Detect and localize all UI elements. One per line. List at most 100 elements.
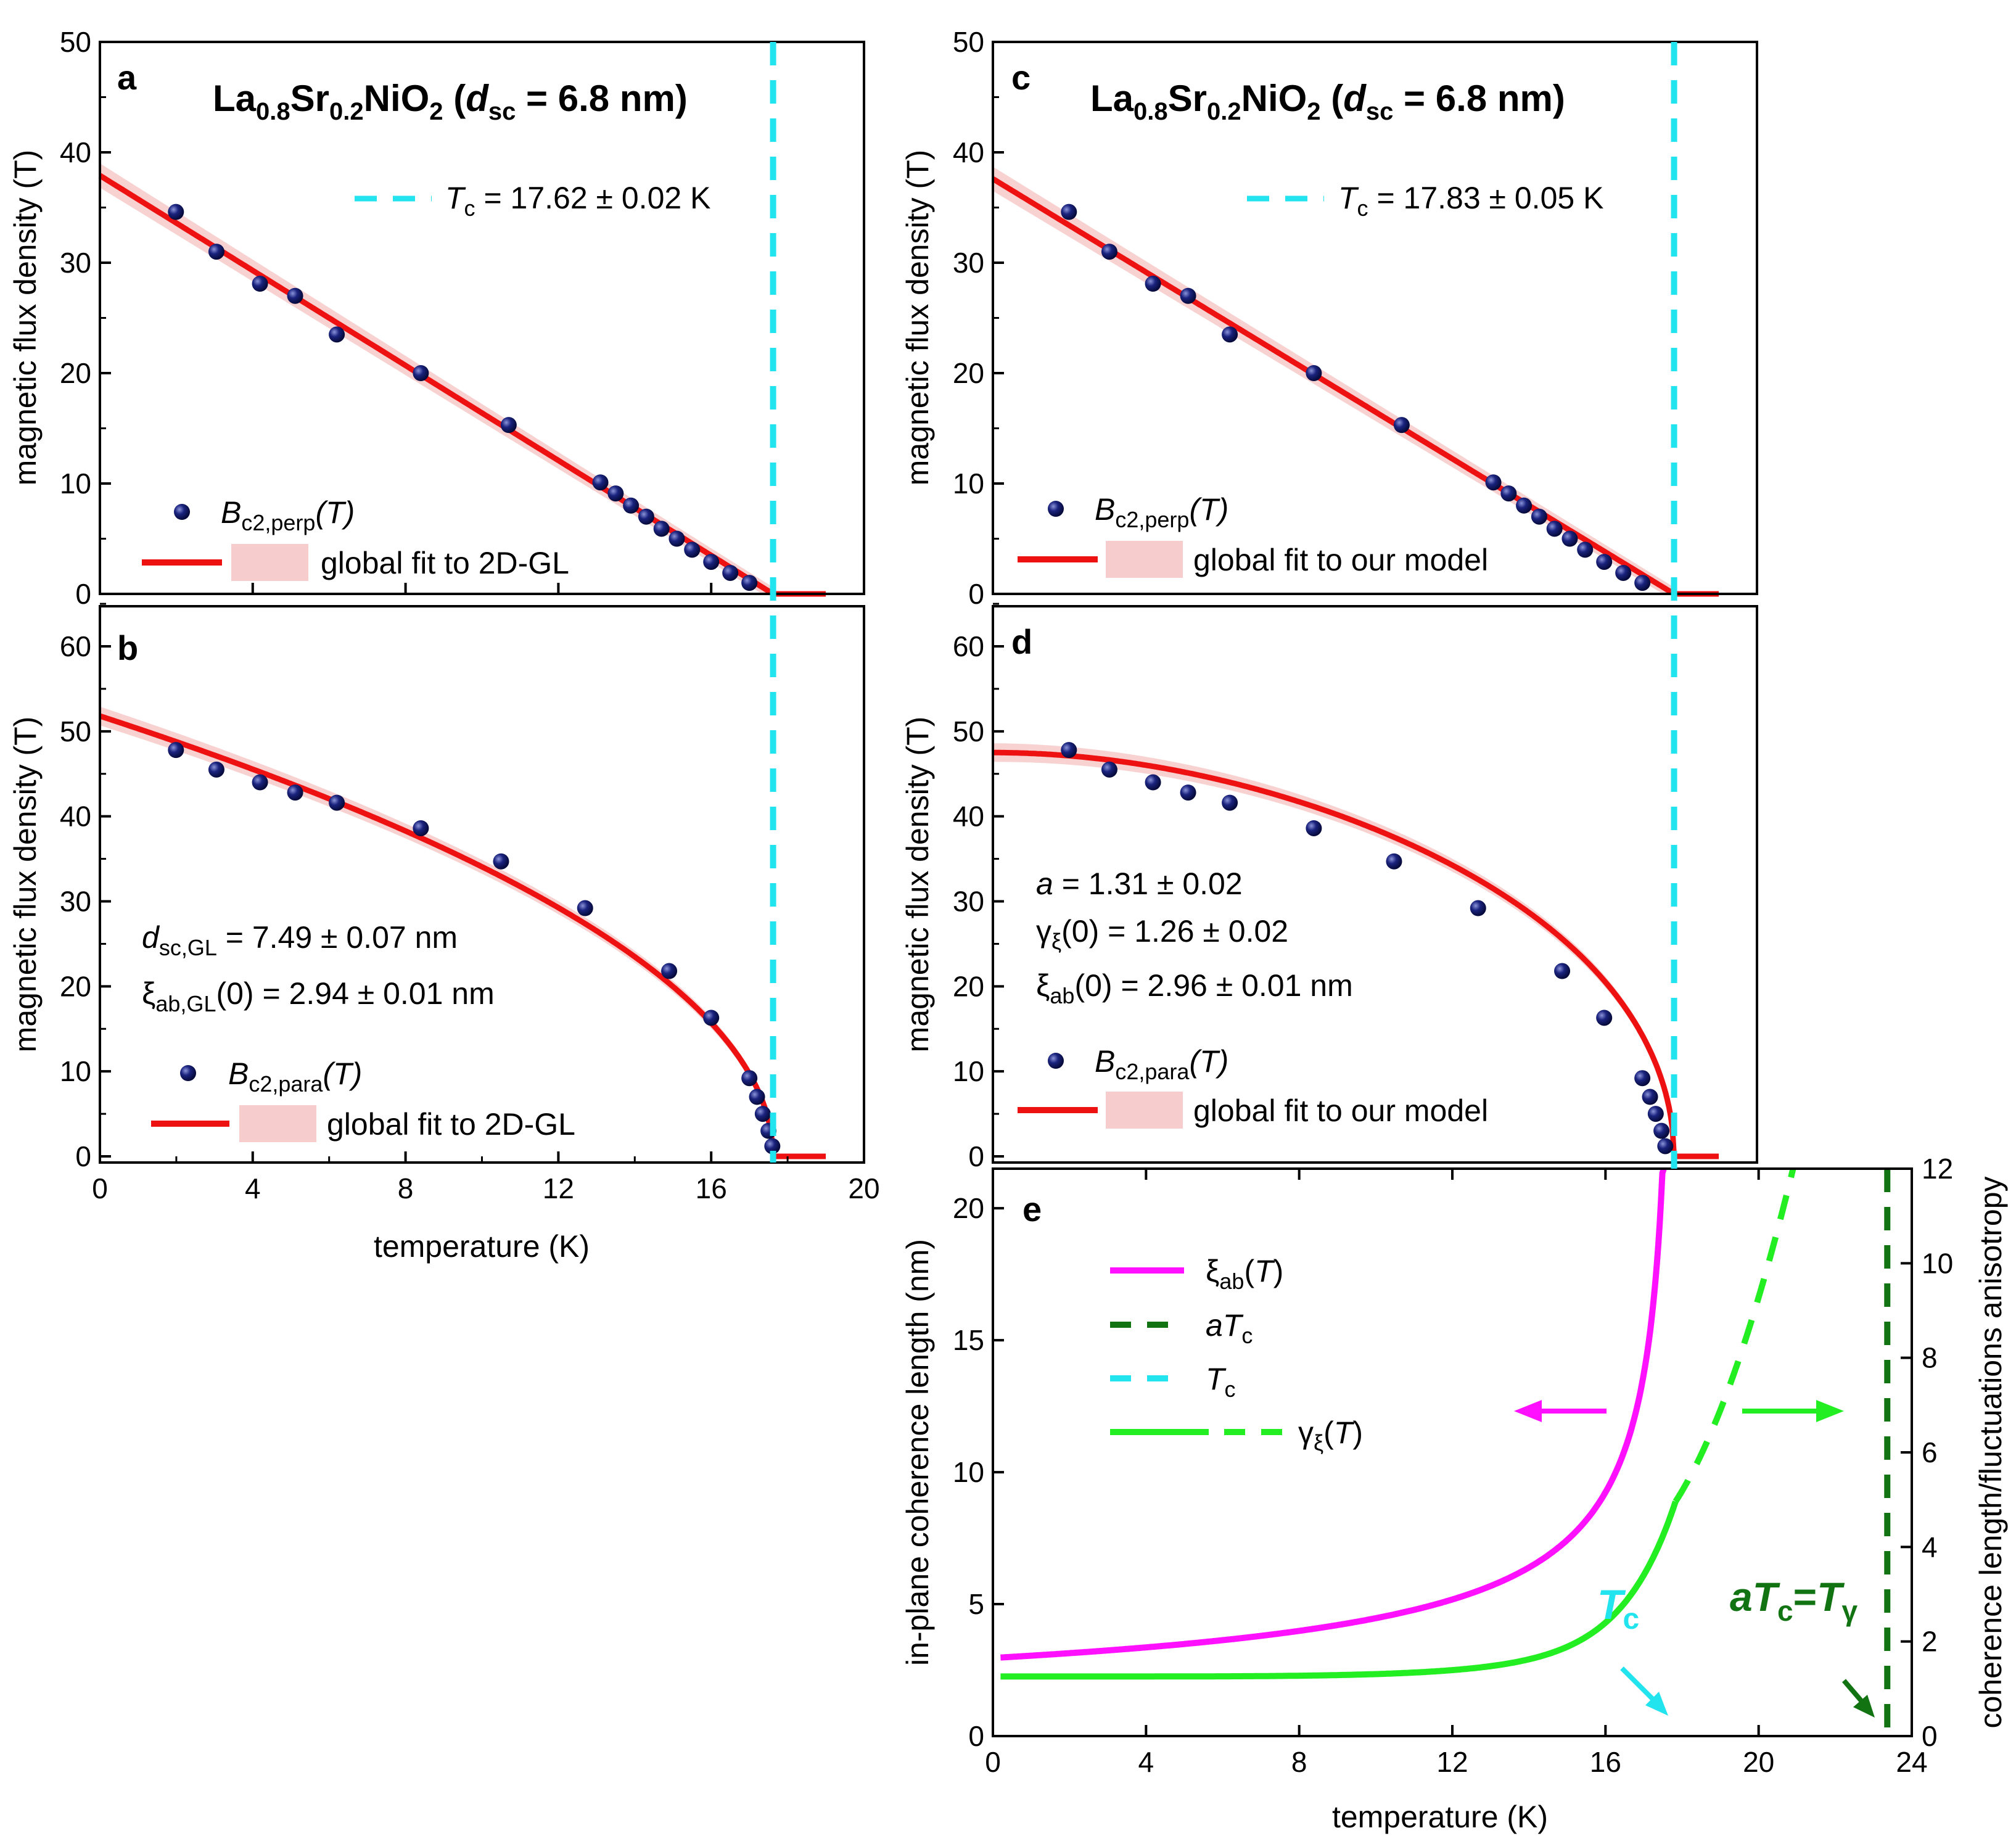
ytick-label: 30 xyxy=(60,886,91,918)
panel-a-legend-fit-label: global fit to 2D-GL xyxy=(321,546,569,580)
ytick-label: 0 xyxy=(968,1720,984,1752)
data-point xyxy=(754,1106,771,1122)
ytick-label: 10 xyxy=(953,1456,984,1488)
data-point xyxy=(592,474,609,491)
ytick-label: 10 xyxy=(60,1055,91,1087)
data-point xyxy=(1634,1070,1651,1087)
ytick-label: 6 xyxy=(1922,1436,1938,1468)
panel-d-annot-a: a = 1.31 ± 0.02 xyxy=(1036,866,1243,901)
panel-c-tc-label: Tc = 17.83 ± 0.05 K xyxy=(1338,181,1603,221)
ytick-label: 20 xyxy=(953,357,984,389)
ytick-label: 0 xyxy=(968,1140,984,1172)
data-point xyxy=(252,774,268,791)
data-point xyxy=(669,530,685,547)
ytick-label: 50 xyxy=(60,715,91,747)
panel-c-legend-points-label: Bc2,perp(T) xyxy=(1095,492,1228,532)
data-point xyxy=(1516,497,1533,514)
ytick-label: 50 xyxy=(953,26,984,58)
panel-a-ylabel: magnetic flux density (T) xyxy=(8,150,43,486)
data-point xyxy=(1145,276,1161,292)
panel-e-ylabel-left: in-plane coherence length (nm) xyxy=(900,1239,935,1666)
xtick-label: 4 xyxy=(245,1172,261,1204)
panel-e-right-arrow xyxy=(1742,1400,1844,1422)
xtick-label: 8 xyxy=(398,1172,414,1204)
ytick-label: 20 xyxy=(60,970,91,1002)
data-point xyxy=(1596,554,1613,570)
data-point xyxy=(1101,244,1117,260)
panel-d-legend-points-label: Bc2,para(T) xyxy=(1095,1044,1228,1084)
panel-e-legend-xi-label: ξab(T) xyxy=(1206,1254,1283,1294)
panel-c-title: La0.8Sr0.2NiO2 (dsc = 6.8 nm) xyxy=(1090,78,1565,125)
data-point xyxy=(1546,521,1563,537)
data-point xyxy=(607,485,624,502)
panel-e-letter: e xyxy=(1022,1190,1042,1229)
panel-b-annot-xi: ξab,GL(0) = 2.94 ± 0.01 nm xyxy=(142,976,495,1016)
fit-line xyxy=(98,173,775,596)
data-point xyxy=(1306,365,1322,381)
ytick-label: 15 xyxy=(953,1324,984,1356)
panel-d-letter: d xyxy=(1011,622,1032,661)
xtick-label: 4 xyxy=(1138,1746,1154,1778)
data-point xyxy=(252,276,268,292)
ytick-label: 40 xyxy=(953,136,984,168)
ytick-label: 40 xyxy=(60,136,91,168)
ytick-label: 10 xyxy=(953,467,984,500)
ytick-label: 2 xyxy=(1922,1626,1938,1658)
panel-a-legend-point xyxy=(174,504,190,520)
xtick-label: 20 xyxy=(1743,1746,1774,1778)
data-point xyxy=(1386,853,1402,870)
ytick-label: 0 xyxy=(75,1140,91,1172)
ytick-label: 8 xyxy=(1922,1342,1938,1374)
ytick-label: 30 xyxy=(953,886,984,918)
xtick-label: 12 xyxy=(1436,1746,1468,1778)
data-point xyxy=(493,853,509,870)
panel-e-xlabel: temperature (K) xyxy=(1332,1800,1548,1834)
panel-b: 0 10 20 30 40 50 60 0 4 8 12 16 20 magnetic flux de… xyxy=(8,603,880,1264)
xi-ab-curve xyxy=(1000,1167,1667,1661)
ytick-label: 60 xyxy=(953,630,984,662)
data-point xyxy=(1500,485,1517,502)
ytick-label: 30 xyxy=(60,247,91,279)
gamma-curve-solid xyxy=(1000,1500,1679,1680)
ytick-label: 12 xyxy=(1922,1153,1953,1185)
ytick-label: 30 xyxy=(953,247,984,279)
data-point xyxy=(703,554,720,570)
panel-b-letter: b xyxy=(117,628,138,667)
panel-e-tc-callout: Tc xyxy=(1597,1581,1639,1636)
data-point xyxy=(1615,564,1632,581)
data-point xyxy=(1180,784,1196,801)
data-point xyxy=(1145,774,1161,791)
panel-a-legend-points-label: Bc2,perp(T) xyxy=(221,495,355,535)
data-point xyxy=(1470,900,1486,916)
data-point xyxy=(329,794,345,811)
panel-b-ylabel: magnetic flux density (T) xyxy=(8,717,43,1053)
data-point xyxy=(168,742,184,759)
xtick-label: 20 xyxy=(848,1172,879,1204)
panel-c-legend-band xyxy=(1106,541,1183,578)
panel-e-left-arrow xyxy=(1514,1400,1607,1422)
data-point xyxy=(1222,326,1238,343)
panel-a-tc-label: Tc = 17.62 ± 0.02 K xyxy=(445,181,710,221)
panel-b-legend-points-label: Bc2,para(T) xyxy=(228,1056,362,1097)
data-point xyxy=(749,1089,765,1105)
data-point xyxy=(1222,794,1238,811)
panel-b-legend-band xyxy=(239,1105,316,1142)
data-point xyxy=(208,244,224,260)
data-point xyxy=(1180,287,1196,304)
ytick-label: 0 xyxy=(1922,1720,1938,1752)
gamma-curve-dashed xyxy=(1672,1167,1796,1504)
data-point xyxy=(1657,1138,1674,1155)
panel-a-letter: a xyxy=(117,58,137,97)
data-point xyxy=(1634,575,1651,591)
data-point xyxy=(287,287,303,304)
ytick-label: 4 xyxy=(1922,1531,1938,1563)
data-point xyxy=(1577,541,1594,558)
data-point xyxy=(1561,530,1578,547)
panel-c-legend-point xyxy=(1048,501,1064,517)
data-point xyxy=(623,497,640,514)
xtick-label: 8 xyxy=(1291,1746,1307,1778)
data-point xyxy=(741,1070,758,1087)
panel-e-legend-atc-label: aTc xyxy=(1206,1308,1253,1348)
